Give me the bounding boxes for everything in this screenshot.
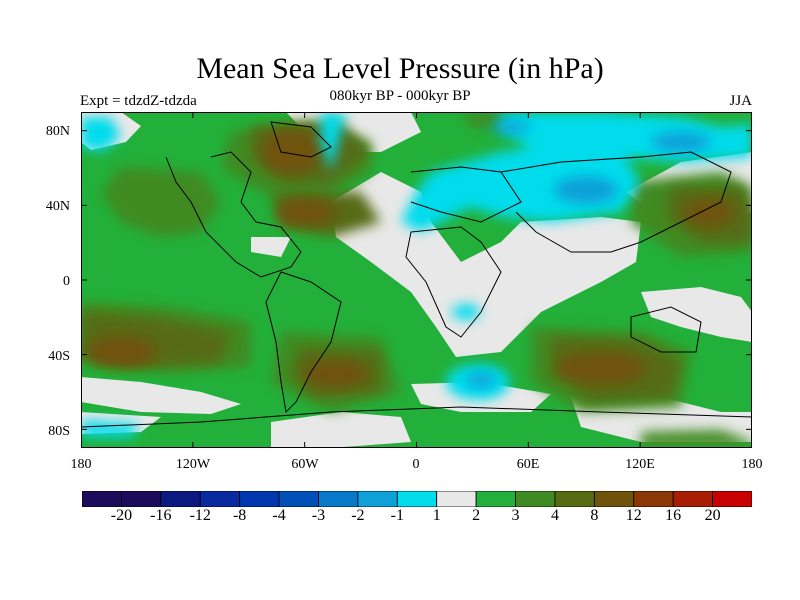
axis-ticks bbox=[81, 112, 752, 448]
plot-title: Mean Sea Level Pressure (in hPa) bbox=[196, 52, 604, 85]
colorbar-label: 12 bbox=[625, 507, 642, 524]
lon-label-60w: 60W bbox=[291, 457, 319, 472]
colorbar-box bbox=[318, 491, 359, 507]
colorbar-box bbox=[160, 491, 201, 507]
colorbar-label: -1 bbox=[390, 507, 404, 524]
lat-label-0: 0 bbox=[63, 274, 70, 289]
colorbar-box bbox=[199, 491, 241, 507]
colorbar-label: 20 bbox=[704, 507, 721, 524]
lon-label-0: 0 bbox=[412, 457, 420, 472]
colorbar-label: 8 bbox=[590, 507, 599, 524]
colorbar-label: -16 bbox=[150, 507, 172, 524]
colorbar-label: -12 bbox=[189, 507, 211, 524]
lat-label-40n: 40N bbox=[45, 199, 70, 214]
lon-label-60e: 60E bbox=[516, 457, 540, 472]
colorbar-box bbox=[515, 491, 556, 507]
colorbar-box bbox=[475, 491, 516, 507]
plot-subtitle: 080kyr BP - 000kyr BP bbox=[329, 88, 471, 104]
negative-anomaly-cores bbox=[466, 121, 711, 387]
colorbar-box bbox=[82, 491, 122, 507]
pressure-anomaly-map bbox=[81, 112, 752, 448]
colorbar-label: -3 bbox=[311, 507, 326, 524]
colorbar-label: -2 bbox=[351, 507, 365, 524]
colorbar-label: 2 bbox=[472, 507, 481, 524]
colorbar-box bbox=[436, 491, 477, 507]
colorbar-box bbox=[121, 491, 162, 507]
colorbar-label: 4 bbox=[550, 507, 559, 524]
maximum-positive-cores bbox=[86, 130, 734, 388]
lat-label-80s: 80S bbox=[48, 424, 70, 439]
lat-label-80n: 80N bbox=[45, 124, 70, 139]
colorbar-box bbox=[239, 491, 280, 507]
colorbar-box bbox=[712, 491, 752, 507]
colorbar-label: -8 bbox=[232, 507, 247, 524]
experiment-label: Expt = tdzdZ-tdzda bbox=[80, 93, 197, 109]
colorbar-box bbox=[278, 491, 319, 507]
colorbar-box bbox=[554, 491, 595, 507]
lon-label-180w: 180 bbox=[70, 457, 92, 472]
colorbar-box bbox=[672, 491, 713, 507]
colorbar-label: -20 bbox=[110, 507, 133, 524]
lon-label-120w: 120W bbox=[175, 457, 211, 472]
lon-label-120e: 120E bbox=[625, 457, 655, 472]
colorbar-box bbox=[593, 491, 635, 507]
lat-label-40s: 40S bbox=[48, 349, 70, 364]
colorbar-box bbox=[396, 491, 438, 507]
colorbar-label: 1 bbox=[432, 507, 441, 524]
colorbar bbox=[82, 491, 752, 507]
lon-label-180e: 180 bbox=[741, 457, 763, 472]
coastlines bbox=[81, 121, 752, 428]
colorbar-label: 3 bbox=[511, 507, 520, 524]
colorbar-label: 16 bbox=[665, 507, 682, 524]
colorbar-box bbox=[633, 491, 674, 507]
season-label: JJA bbox=[729, 93, 752, 109]
colorbar-box bbox=[357, 491, 398, 507]
colorbar-label: -4 bbox=[272, 507, 286, 524]
